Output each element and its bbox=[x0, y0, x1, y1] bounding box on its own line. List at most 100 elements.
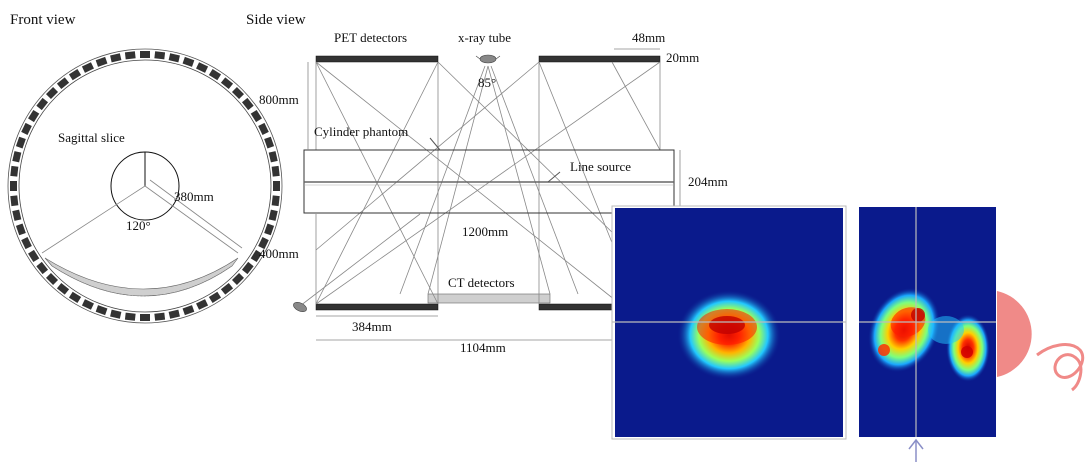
ring-detector-block bbox=[95, 56, 108, 67]
ring-detector-block bbox=[68, 291, 82, 303]
ring-detector-block bbox=[36, 261, 49, 275]
ring-detector-block bbox=[208, 291, 222, 303]
radius-line-right-2 bbox=[149, 179, 243, 249]
ring-detector-block bbox=[46, 272, 59, 285]
ring-detector-block bbox=[208, 69, 222, 81]
ring-detector-block bbox=[154, 51, 166, 60]
block-length-label: 48mm bbox=[632, 30, 665, 45]
ring-detector-block bbox=[168, 53, 180, 63]
ring-outer-edge bbox=[7, 48, 283, 324]
ring-inner-edge bbox=[18, 59, 272, 313]
line-source-label: Line source bbox=[570, 159, 631, 174]
xray-tube-label: x-ray tube bbox=[458, 30, 511, 45]
phantom-diameter-label: 204mm bbox=[688, 174, 728, 189]
ring-detector-block bbox=[154, 312, 166, 321]
block-height-label: 20mm bbox=[666, 50, 699, 65]
ring-detector-block bbox=[56, 77, 70, 90]
side-view: Side view bbox=[246, 12, 728, 355]
ring-detector-block bbox=[196, 299, 209, 310]
ring-detector-block bbox=[15, 223, 26, 236]
ring-detector-block bbox=[268, 151, 278, 163]
ct-detector-bar bbox=[427, 293, 551, 304]
ring-detector-block bbox=[231, 87, 244, 100]
ring-detector-block bbox=[168, 309, 180, 319]
ring-detector-block bbox=[56, 282, 70, 295]
pet-detectors-label: PET detectors bbox=[334, 30, 407, 45]
ring-detector-block bbox=[250, 249, 262, 263]
ring-detector-block bbox=[10, 181, 17, 191]
ring-detector-block bbox=[81, 299, 94, 310]
ring-detector-block bbox=[182, 305, 195, 316]
phantom-length-label: 1200mm bbox=[462, 224, 508, 239]
ring-detector-block bbox=[220, 282, 234, 295]
ct-detector-arc-inner bbox=[51, 265, 233, 297]
front-view: Front view Sagittal slice 380mm 120° bbox=[7, 12, 283, 324]
pet-detector-bottom-right bbox=[538, 303, 620, 311]
ring-detector-block bbox=[124, 312, 136, 321]
ring-detector-block bbox=[46, 87, 59, 100]
ring-detector-block bbox=[10, 195, 19, 207]
ring-detector-block bbox=[182, 56, 195, 67]
radius-line-left bbox=[41, 185, 146, 254]
fan-angle-label: 85° bbox=[478, 75, 496, 90]
xray-tube-icon bbox=[475, 54, 501, 64]
detector-ring bbox=[7, 48, 283, 324]
pet-detector-bottom-left bbox=[315, 303, 439, 311]
ring-detector-block bbox=[140, 51, 150, 58]
sagittal-slice-label: Sagittal slice bbox=[58, 130, 125, 145]
ring-detector-block bbox=[268, 209, 278, 221]
ring-detector-block bbox=[21, 237, 32, 250]
total-length-label: 1104mm bbox=[460, 340, 506, 355]
ring-detector-block bbox=[28, 109, 40, 123]
ring-detector-block bbox=[273, 181, 280, 191]
ring-detector-block bbox=[258, 122, 269, 135]
ring-detector-block bbox=[220, 77, 234, 90]
image-panel-1 bbox=[611, 205, 847, 440]
ring-detector-block bbox=[264, 223, 275, 236]
pet-detector-top-left bbox=[315, 55, 439, 63]
ct-detectors-label: CT detectors bbox=[448, 275, 515, 290]
cylinder-phantom-label: Cylinder phantom bbox=[314, 124, 408, 139]
ring-detector-block bbox=[258, 237, 269, 250]
ring-detector-block bbox=[81, 62, 94, 73]
up-arrow-icon bbox=[908, 438, 924, 462]
pink-doodle-icon bbox=[997, 291, 1084, 392]
image-panel-2 bbox=[859, 207, 996, 437]
xray-tube-icon-bottom bbox=[293, 302, 307, 312]
ring-detector-block bbox=[241, 97, 254, 111]
side-view-title: Side view bbox=[246, 12, 306, 28]
line-source-leader bbox=[547, 171, 561, 183]
ring-detector-block bbox=[264, 136, 275, 149]
ring-detector-block bbox=[12, 151, 22, 163]
lower-gap-label: 400mm bbox=[259, 246, 299, 261]
projection-lines bbox=[299, 61, 661, 307]
ring-detector-block bbox=[241, 261, 254, 275]
gap-label: 800mm bbox=[259, 92, 299, 107]
angle-label: 120° bbox=[126, 218, 151, 233]
ring-detector-block bbox=[36, 97, 49, 111]
ring-detector-block bbox=[110, 309, 122, 319]
ring-detector-block bbox=[110, 53, 122, 63]
ring-detector-block bbox=[15, 136, 26, 149]
ct-detector-arc bbox=[44, 257, 239, 297]
phantom-leader bbox=[429, 137, 441, 151]
ring-detector-block bbox=[231, 272, 244, 285]
ring-detector-block bbox=[12, 209, 22, 221]
pet-length-label: 384mm bbox=[352, 319, 392, 334]
ring-detector-block bbox=[28, 249, 40, 263]
ring-detector-block bbox=[95, 305, 108, 316]
ring-detector-block bbox=[271, 195, 280, 207]
front-view-title: Front view bbox=[10, 12, 76, 28]
ring-detector-block bbox=[271, 165, 280, 177]
radius-line-right bbox=[144, 185, 239, 254]
ring-detector-block bbox=[21, 122, 32, 135]
ring-detector-block bbox=[10, 165, 19, 177]
ring-detector-block bbox=[124, 51, 136, 60]
ring-detector-block bbox=[250, 109, 262, 123]
ring-detector-block bbox=[140, 314, 150, 321]
ring-detector-block bbox=[68, 69, 82, 81]
pet-detector-top-right bbox=[538, 55, 661, 63]
radius-label: 380mm bbox=[174, 189, 214, 204]
ring-detector-block bbox=[196, 62, 209, 73]
